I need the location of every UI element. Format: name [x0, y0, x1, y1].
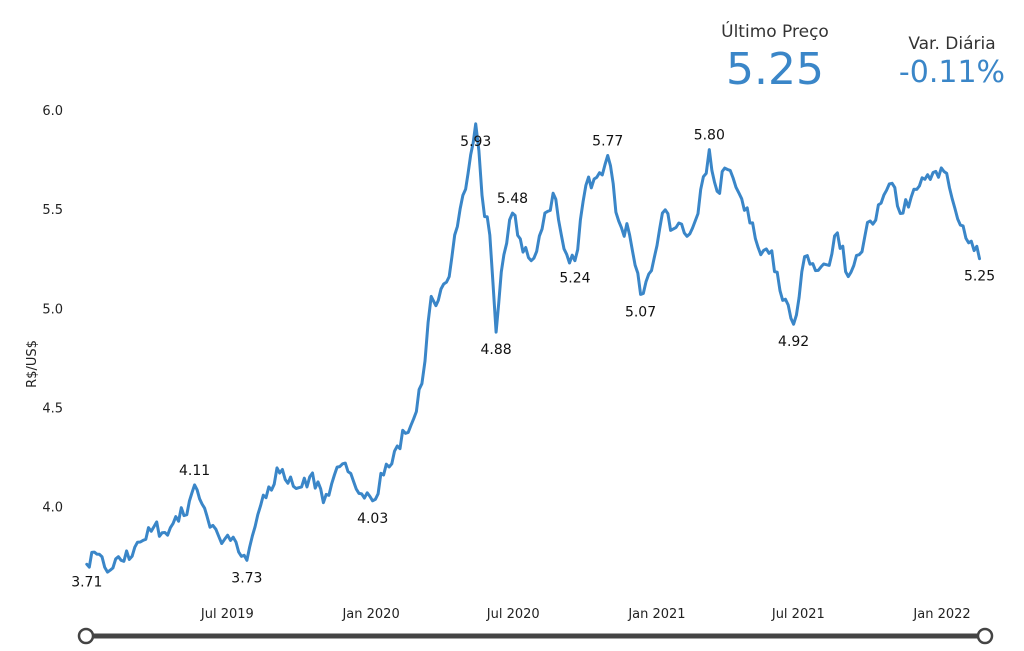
y-tick-label: 4.5: [42, 402, 63, 417]
y-tick-label: 5.5: [42, 203, 63, 218]
data-label: 5.07: [625, 304, 656, 320]
daily-change-indicator: Var. Diária -0.11%: [880, 34, 1024, 88]
data-label: 3.73: [231, 570, 262, 586]
data-label: 3.71: [71, 574, 102, 590]
last-price-value: 5.25: [726, 44, 824, 95]
last-price-indicator: Último Preço 5.25: [700, 22, 850, 92]
range-slider-right-handle[interactable]: [976, 627, 994, 645]
y-tick-label: 4.0: [42, 501, 63, 516]
daily-change-value: -0.11%: [898, 55, 1006, 90]
data-label: 5.48: [497, 191, 528, 207]
x-tick-label: Jan 2021: [627, 607, 685, 622]
data-label: 4.88: [480, 342, 511, 358]
data-label: 4.03: [357, 511, 388, 527]
data-label: 5.25: [964, 269, 995, 285]
x-tick-label: Jul 2021: [771, 607, 825, 622]
series-line: [85, 122, 981, 574]
data-label: 4.11: [179, 463, 210, 479]
data-label: 5.24: [559, 271, 590, 287]
range-slider[interactable]: [77, 627, 994, 645]
y-axis-title: R$/US$: [25, 340, 40, 388]
data-label: 4.92: [778, 334, 809, 350]
x-tick-label: Jul 2019: [200, 607, 254, 622]
daily-change-label: Var. Diária: [908, 34, 996, 54]
range-slider-left-handle[interactable]: [77, 627, 95, 645]
data-label: 5.80: [694, 128, 725, 144]
data-label: 5.77: [592, 134, 623, 150]
y-tick-label: 5.0: [42, 302, 63, 317]
last-price-label: Último Preço: [721, 22, 829, 42]
x-tick-label: Jan 2020: [341, 607, 399, 622]
y-tick-label: 6.0: [42, 104, 63, 119]
y-axis-ticks: 4.0 4.5 5.0 5.5 6.0: [42, 104, 63, 516]
x-tick-label: Jan 2022: [912, 607, 970, 622]
x-axis-ticks: Jul 2019 Jan 2020 Jul 2020 Jan 2021 Jul 2021…: [200, 607, 971, 622]
data-label: 5.93: [460, 134, 491, 150]
data-annotations: 3.71 4.11 3.73 4.03 5.93 4.88 5.48 5.24 5.77 5.07…: [71, 128, 995, 591]
x-tick-label: Jul 2020: [486, 607, 540, 622]
